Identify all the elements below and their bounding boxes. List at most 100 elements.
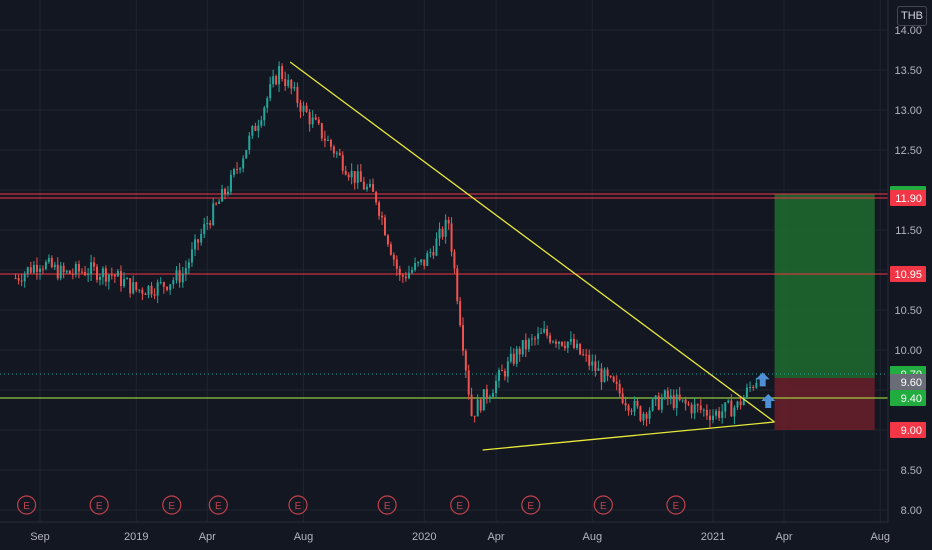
candle-body — [293, 86, 296, 89]
candle-body — [696, 404, 699, 406]
candle-body — [119, 271, 122, 287]
earnings-marker-label: E — [600, 501, 607, 512]
candle-body — [266, 98, 269, 108]
stop-zone — [774, 378, 875, 430]
candle-body — [438, 228, 441, 239]
earnings-marker-icon[interactable] — [593, 495, 613, 515]
candle-body — [381, 215, 384, 218]
candle-body — [414, 263, 417, 271]
candle-body — [206, 222, 209, 225]
candle-body — [20, 280, 23, 282]
time-axis[interactable]: Sep 2019 Apr Aug 2020 Apr Aug 2021 Apr Aug — [0, 521, 890, 543]
earnings-marker-icon[interactable] — [450, 495, 470, 515]
candle-body — [733, 407, 736, 417]
candle-body — [341, 155, 344, 171]
candle-body — [461, 325, 464, 351]
candle-body — [512, 353, 515, 364]
candle-body — [642, 413, 645, 421]
candle-body — [566, 341, 569, 349]
candle-body — [569, 339, 572, 342]
earnings-marker-icon[interactable] — [208, 495, 228, 515]
candle-body — [84, 271, 87, 276]
candlestick-series — [14, 61, 758, 428]
candle-body — [582, 354, 585, 356]
candle-body — [515, 348, 518, 364]
candle-body — [278, 66, 281, 85]
candle-body — [229, 174, 232, 192]
candle-body — [444, 219, 447, 237]
candle-body — [135, 282, 138, 291]
candle-body — [107, 274, 110, 282]
candle-body — [375, 191, 378, 203]
candle-body — [627, 405, 630, 411]
candle-body — [447, 219, 450, 224]
candle-body — [359, 171, 362, 182]
candle-body — [242, 158, 245, 169]
time-tick-label: Apr — [199, 531, 216, 543]
earnings-marker-icon[interactable] — [666, 495, 686, 515]
candle-body — [450, 223, 453, 252]
horizontal-levels — [0, 193, 888, 399]
candle-body — [338, 152, 341, 156]
candle-body — [476, 399, 479, 417]
candle-body — [378, 202, 381, 216]
candle-body — [187, 262, 190, 269]
candle-body — [56, 264, 59, 279]
candle-body — [226, 191, 229, 194]
candle-body — [615, 381, 618, 384]
candle-body — [71, 273, 74, 275]
time-tick-label: 2019 — [124, 531, 148, 543]
candle-body — [669, 395, 672, 399]
candle-body — [236, 169, 239, 171]
candle-body — [420, 259, 423, 262]
candle-body — [104, 268, 107, 282]
target-zone — [774, 194, 875, 378]
candle-body — [588, 354, 591, 366]
candle-body — [218, 201, 221, 204]
candle-body — [317, 119, 320, 124]
candle-body — [26, 267, 29, 274]
candle-body — [209, 222, 212, 225]
price-tick-label: 10.50 — [894, 305, 922, 317]
candle-body — [386, 235, 389, 245]
earnings-marker-icon[interactable] — [288, 495, 308, 515]
arrow-up-icon — [755, 372, 770, 387]
candle-body — [603, 369, 606, 383]
candle-body — [651, 399, 654, 411]
price-label-bg — [890, 266, 926, 282]
candle-body — [272, 76, 275, 85]
earnings-marker-icon[interactable] — [16, 495, 37, 515]
candle-body — [141, 289, 144, 294]
candle-body — [401, 274, 404, 277]
candle-body — [657, 395, 660, 410]
candle-body — [200, 234, 203, 243]
time-tick-label: Apr — [487, 531, 504, 543]
price-tick-label: 8.00 — [901, 505, 922, 517]
price-tick-label: 8.50 — [901, 465, 922, 477]
candle-body — [392, 254, 395, 260]
candle-body — [203, 224, 206, 235]
candle-body — [254, 125, 257, 131]
currency-badge[interactable]: THB — [897, 6, 927, 26]
earnings-marker-icon[interactable] — [521, 495, 541, 515]
candle-body — [404, 276, 407, 279]
earnings-marker-icon[interactable] — [89, 495, 109, 515]
price-tick-label: 10.00 — [894, 345, 922, 357]
candle-body — [609, 375, 612, 377]
candle-body — [362, 181, 365, 190]
candle-body — [181, 274, 184, 283]
candle-body — [702, 409, 705, 411]
candle-body — [147, 285, 150, 295]
candle-body — [585, 354, 588, 356]
time-tick-label: Apr — [775, 531, 792, 543]
earnings-marker-label: E — [23, 501, 30, 512]
candle-body — [432, 252, 435, 256]
earnings-marker-icon[interactable] — [162, 495, 182, 515]
candle-body — [718, 410, 721, 418]
earnings-marker-icon[interactable] — [377, 495, 397, 515]
candle-body — [116, 271, 119, 277]
candle-body — [50, 257, 53, 268]
candle-body — [335, 152, 338, 154]
